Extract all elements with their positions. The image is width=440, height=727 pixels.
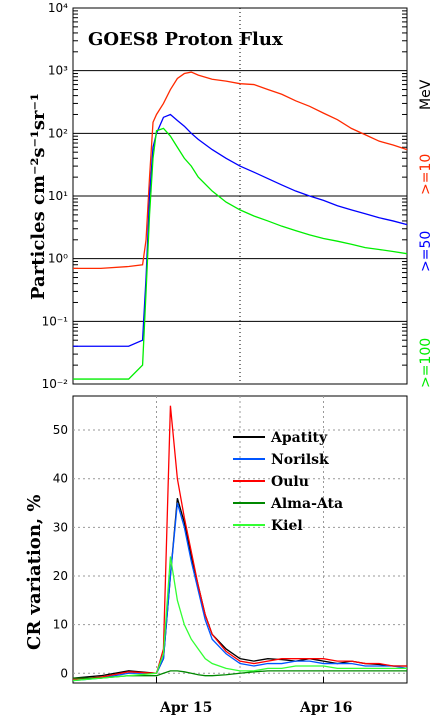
series-line-4 [72, 556, 407, 682]
y-tick-label: 10³ [48, 64, 68, 78]
x-tick-apr16: Apr 16 [299, 700, 352, 716]
y-tick-label: 40 [53, 472, 68, 486]
y-tick-label: 10⁻² [42, 377, 69, 391]
series-line-2 [72, 405, 407, 680]
legend-label: Apatity [270, 430, 328, 446]
y-tick-label: 0 [60, 666, 68, 680]
y-tick-label: 10¹ [48, 189, 68, 203]
y-tick-label: 50 [53, 423, 68, 437]
y-tick-label: 10² [48, 126, 68, 140]
energy-label-10: >=10 [418, 154, 434, 195]
legend-label: Norilsk [271, 452, 329, 468]
y-tick-label: 20 [53, 569, 68, 583]
series-line-0 [73, 71, 408, 270]
proton-flux-title: GOES8 Proton Flux [88, 29, 283, 50]
energy-label-50: >=50 [418, 231, 434, 272]
y-tick-label: 10⁴ [48, 1, 68, 15]
series-line-3 [73, 670, 407, 679]
series-line-1 [73, 113, 408, 347]
y-tick-label: 10 [53, 618, 68, 632]
y-tick-label: 10⁰ [48, 252, 68, 266]
x-tick-apr15: Apr 15 [159, 700, 212, 716]
cr-variation-y-axis-label: CR variation, % [24, 494, 45, 650]
energy-unit-label: MeV [418, 79, 434, 110]
cr-variation-plot-frame [72, 395, 408, 684]
energy-label-100: >=100 [418, 338, 434, 388]
legend-label: Alma-Ata [270, 496, 343, 512]
proton-flux-y-axis-label: Particles cm⁻²s⁻¹sr⁻¹ [28, 93, 49, 300]
series-line-2 [73, 127, 408, 380]
y-tick-label: 30 [53, 520, 68, 534]
legend-label: Kiel [271, 518, 303, 534]
y-tick-label: 10⁻¹ [42, 314, 69, 328]
legend-label: Oulu [271, 474, 309, 490]
